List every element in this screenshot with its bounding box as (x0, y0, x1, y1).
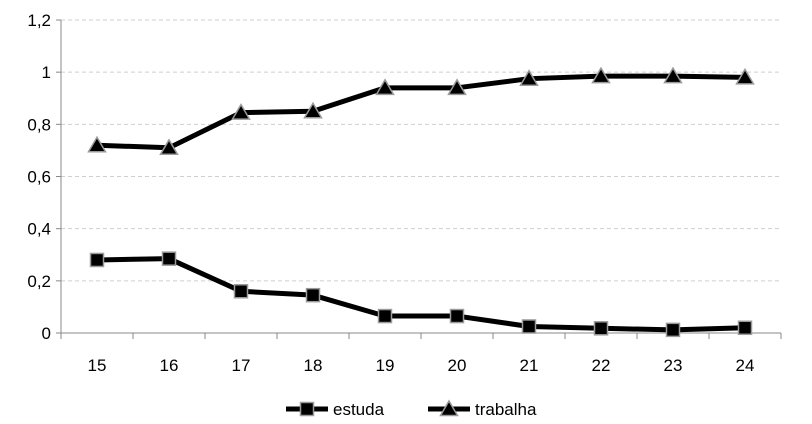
data-point-trabalha (303, 101, 323, 119)
data-point-trabalha (159, 138, 179, 156)
data-point-trabalha (663, 66, 683, 84)
data-point-trabalha (375, 78, 395, 96)
legend-label: trabalha (475, 400, 537, 419)
y-tick-label: 0,6 (27, 168, 51, 187)
legend-marker (299, 401, 315, 417)
series-line-estuda (94, 256, 748, 333)
x-tick-label: 16 (160, 356, 179, 375)
gridlines (61, 19, 781, 282)
x-tick-label: 20 (448, 356, 467, 375)
series-layer (87, 66, 755, 338)
y-tick-label: 0 (42, 324, 51, 343)
x-tick-label: 15 (88, 356, 107, 375)
data-point-trabalha (231, 103, 251, 120)
data-point-estuda (593, 321, 609, 336)
x-tick-label: 21 (520, 356, 539, 375)
y-tick-label: 0,2 (27, 272, 51, 291)
x-tick-label: 19 (376, 356, 395, 375)
legend-item-estuda: estuda (286, 400, 385, 419)
y-tick-label: 0,8 (27, 115, 51, 134)
legend-item-trabalha: trabalha (428, 399, 537, 419)
x-tick-label: 23 (664, 356, 683, 375)
data-point-estuda (449, 308, 465, 324)
data-point-estuda (737, 320, 753, 336)
y-tick-label: 0,4 (27, 220, 51, 239)
data-point-estuda (521, 319, 537, 334)
data-point-estuda (233, 284, 249, 299)
legend-label: estuda (333, 400, 385, 419)
x-tick-label: 18 (304, 356, 323, 375)
data-point-estuda (305, 287, 321, 303)
x-tick-label: 17 (232, 356, 251, 375)
x-tick-label: 22 (592, 356, 611, 375)
legend: estuda trabalha (286, 399, 537, 419)
x-tick-label: 24 (736, 356, 755, 375)
series-trabalha (87, 66, 755, 156)
data-point-estuda (161, 251, 177, 266)
series-estuda (89, 251, 753, 338)
data-point-estuda (665, 322, 681, 338)
axes: 0 0,2 0,4 0,6 0,8 1 1,2 15 16 17 18 19 20 21 22 23 24 (27, 11, 782, 375)
data-point-trabalha (519, 69, 539, 86)
y-tick-label: 1 (42, 63, 51, 82)
data-point-trabalha (591, 66, 611, 84)
data-point-trabalha (735, 67, 755, 85)
series-line-trabalha (94, 73, 748, 151)
data-point-trabalha (87, 135, 107, 153)
legend-marker (439, 399, 459, 417)
data-point-trabalha (447, 78, 467, 96)
y-tick-label: 1,2 (27, 11, 51, 30)
data-point-estuda (377, 308, 393, 324)
data-point-estuda (89, 252, 105, 268)
